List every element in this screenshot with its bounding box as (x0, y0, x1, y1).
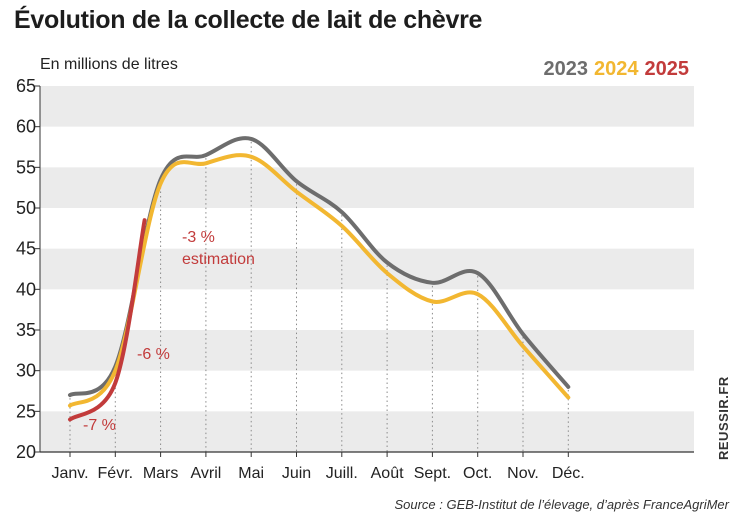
x-tick-label: Nov. (507, 465, 539, 482)
annotation-label: estimation (182, 251, 255, 268)
source-note: Source : GEB-Institut de l’élevage, d’ap… (394, 497, 729, 512)
y-tick-label: 25 (16, 401, 36, 421)
y-tick-label: 50 (16, 198, 36, 218)
x-tick-label: Avril (190, 465, 221, 482)
x-tick-label: Sept. (414, 465, 451, 482)
x-tick-label: Mars (143, 465, 179, 482)
grid-band (40, 411, 694, 452)
y-tick-label: 20 (16, 442, 36, 462)
y-tick-label: 40 (16, 279, 36, 299)
legend-2024: 2024 (594, 58, 639, 80)
y-tick-label: 55 (16, 157, 36, 177)
x-tick-label: Févr. (98, 465, 134, 482)
y-tick-label: 30 (16, 361, 36, 381)
series-line-2025 (68, 218, 147, 422)
grid-band (40, 167, 694, 208)
chart-title: Évolution de la collecte de lait de chèv… (14, 6, 483, 34)
y-tick-label: 35 (16, 320, 36, 340)
grid-band (40, 86, 694, 127)
y-tick-label: 60 (16, 117, 36, 137)
legend-2025: 2025 (644, 58, 690, 80)
legend-2023: 2023 (543, 58, 589, 80)
annotation-label: -3 % (182, 229, 215, 246)
x-tick-label: Juin (282, 465, 311, 482)
x-tick-label: Mai (238, 465, 264, 482)
x-tick-label: Août (371, 465, 404, 482)
annotation-label: -7 % (83, 417, 116, 434)
x-tick-label: Déc. (552, 465, 585, 482)
x-tick-label: Janv. (51, 465, 88, 482)
x-tick-label: Juill. (326, 465, 358, 482)
x-tick-label: Oct. (463, 465, 492, 482)
credit-watermark: REUSSIR.FR (716, 376, 731, 460)
y-tick-label: 45 (16, 239, 36, 259)
y-axis-unit-label: En millions de litres (40, 56, 178, 73)
series-line-2024 (68, 153, 571, 408)
legend: 2023 2024 2025 (538, 58, 690, 81)
y-tick-label: 65 (16, 76, 36, 96)
annotation-label: -6 % (137, 346, 170, 363)
grid-band (40, 330, 694, 371)
